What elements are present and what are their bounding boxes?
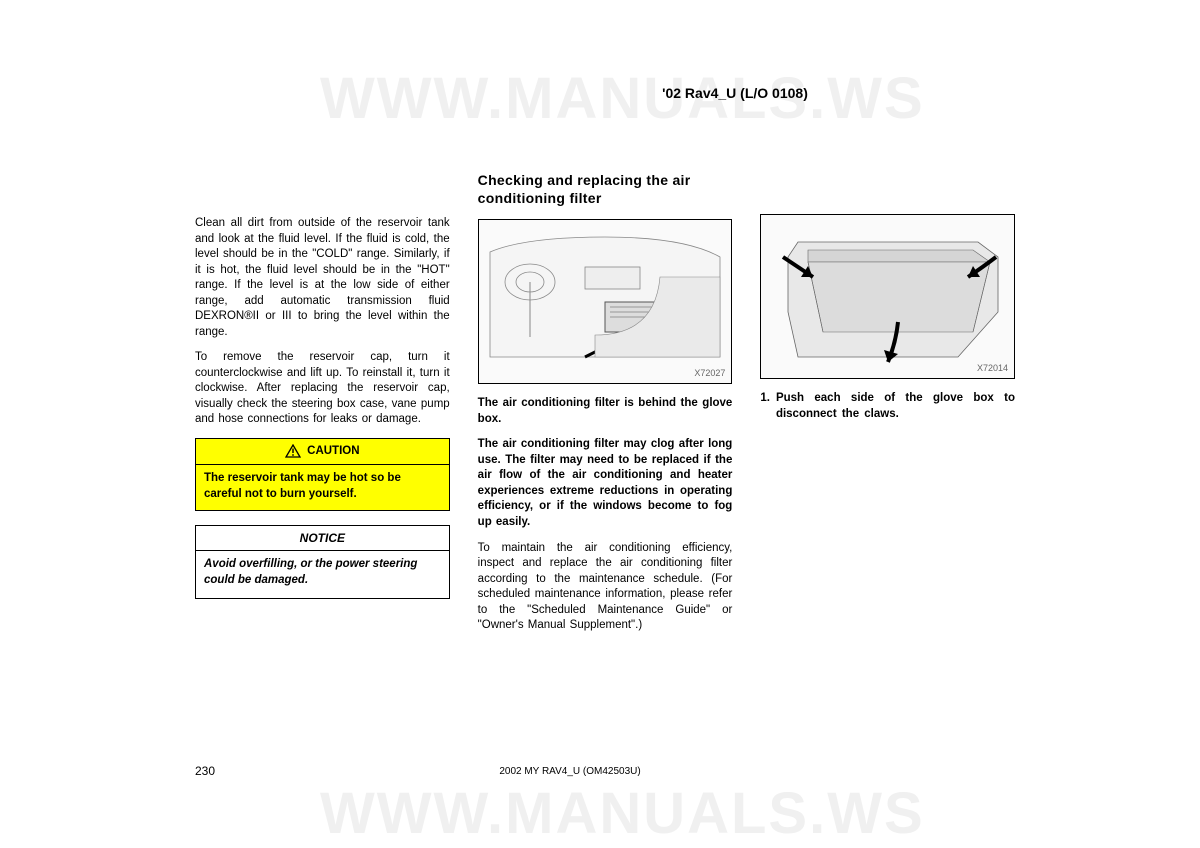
- caution-body: The reservoir tank may be hot so be care…: [196, 465, 449, 510]
- column-1: Clean all dirt from outside of the reser…: [195, 171, 450, 644]
- figure-2: X72014: [760, 214, 1015, 379]
- notice-header: NOTICE: [196, 526, 449, 551]
- col2-heading: Checking and replacing the air condition…: [478, 171, 733, 207]
- figure-2-label: X72014: [977, 362, 1008, 374]
- col3-step-1: 1. Push each side of the glove box to di…: [760, 391, 1015, 422]
- dashboard-illustration-icon: [485, 227, 725, 377]
- notice-box: NOTICE Avoid overfilling, or the power s…: [195, 525, 450, 599]
- columns-wrapper: Clean all dirt from outside of the reser…: [195, 171, 1015, 644]
- caution-header: CAUTION: [196, 439, 449, 466]
- caution-box: CAUTION The reservoir tank may be hot so…: [195, 438, 450, 512]
- caution-label: CAUTION: [307, 444, 359, 460]
- figure-1-label: X72027: [694, 367, 725, 379]
- header-code: '02 Rav4_U (L/O 0108): [455, 85, 1015, 101]
- col2-para-2: The air conditioning filter may clog aft…: [478, 437, 733, 530]
- col2-para-3: To maintain the air conditioning efficie…: [478, 541, 733, 634]
- col2-para-1: The air conditioning filter is behind th…: [478, 396, 733, 427]
- col1-para-2: To remove the reservoir cap, turn it cou…: [195, 350, 450, 428]
- glovebox-illustration-icon: [768, 222, 1008, 372]
- page-footer: 230 2002 MY RAV4_U (OM42503U): [195, 764, 1015, 778]
- footer-center-text: 2002 MY RAV4_U (OM42503U): [155, 766, 985, 777]
- column-3: X72014 1. Push each side of the glove bo…: [760, 171, 1015, 644]
- notice-body: Avoid overfilling, or the power steering…: [196, 551, 449, 598]
- warning-triangle-icon: [285, 444, 301, 458]
- figure-1: X72027: [478, 219, 733, 384]
- step-number: 1.: [760, 391, 770, 422]
- column-2: Checking and replacing the air condition…: [478, 171, 733, 644]
- page-content: '02 Rav4_U (L/O 0108) Clean all dirt fro…: [0, 0, 1200, 848]
- col1-para-1: Clean all dirt from outside of the reser…: [195, 216, 450, 340]
- step-text: Push each side of the glove box to disco…: [776, 391, 1015, 422]
